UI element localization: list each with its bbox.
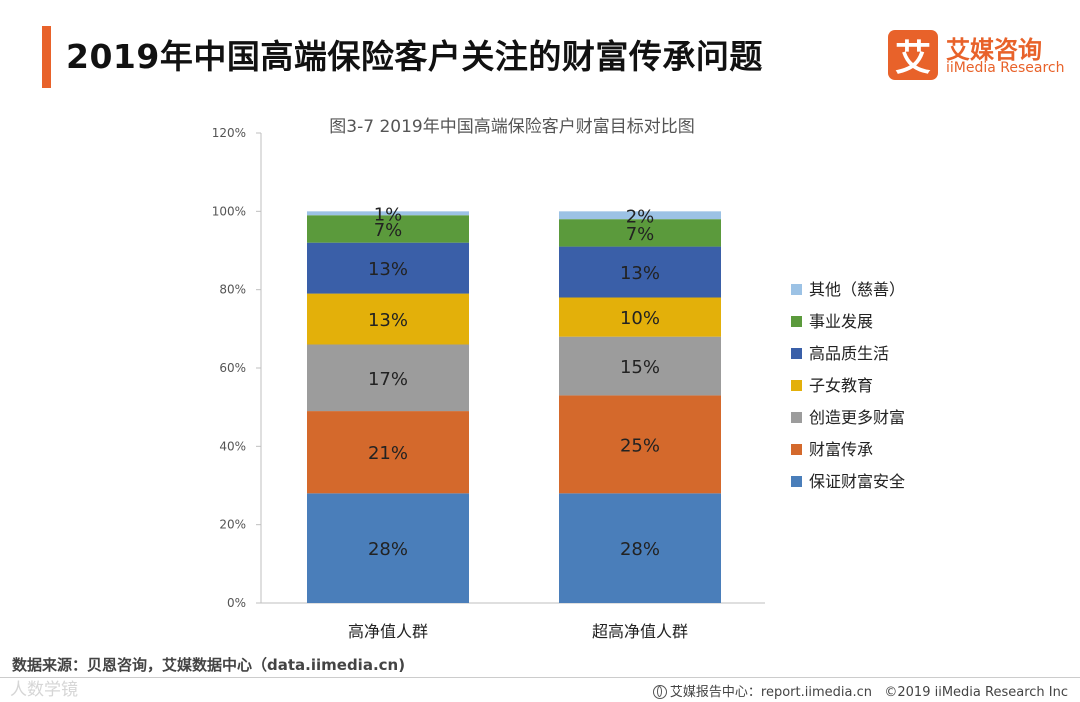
y-tick-label: 40% bbox=[219, 439, 246, 453]
data-label: 13% bbox=[368, 310, 408, 331]
legend-label: 其他（慈善） bbox=[809, 280, 905, 299]
data-label: 2% bbox=[626, 206, 655, 227]
y-tick-label: 60% bbox=[219, 361, 246, 375]
footer: 艾媒报告中心：report.iimedia.cn ©2019 iiMedia R… bbox=[653, 681, 1068, 700]
y-tick-label: 100% bbox=[212, 204, 246, 218]
data-label: 28% bbox=[368, 539, 408, 560]
data-label: 28% bbox=[620, 539, 660, 560]
data-label: 17% bbox=[368, 369, 408, 390]
y-tick-label: 20% bbox=[219, 518, 246, 532]
legend-swatch bbox=[791, 284, 802, 295]
watermark-text: 人数学镜 bbox=[10, 675, 78, 700]
chart-title: 图3-7 2019年中国高端保险客户财富目标对比图 bbox=[329, 117, 694, 137]
legend-swatch bbox=[791, 444, 802, 455]
x-category-label: 超高净值人群 bbox=[592, 622, 688, 641]
globe-icon bbox=[653, 685, 667, 699]
legend-label: 子女教育 bbox=[809, 376, 873, 395]
x-category-label: 高净值人群 bbox=[348, 622, 428, 641]
data-label: 10% bbox=[620, 308, 660, 329]
footer-report-link[interactable]: 艾媒报告中心：report.iimedia.cn bbox=[670, 685, 872, 700]
data-label: 13% bbox=[620, 263, 660, 284]
data-label: 13% bbox=[368, 259, 408, 280]
data-label: 21% bbox=[368, 443, 408, 464]
data-label: 1% bbox=[374, 204, 403, 225]
footer-copyright: ©2019 iiMedia Research Inc bbox=[884, 685, 1068, 700]
y-tick-label: 80% bbox=[219, 283, 246, 297]
legend-label: 事业发展 bbox=[809, 312, 873, 331]
y-tick-label: 0% bbox=[227, 596, 246, 610]
legend-swatch bbox=[791, 476, 802, 487]
legend-label: 保证财富安全 bbox=[809, 472, 905, 491]
legend-label: 高品质生活 bbox=[809, 344, 889, 363]
y-tick-label: 120% bbox=[212, 126, 246, 140]
chart-bars: 28%21%17%13%13%7%1%高净值人群28%25%15%10%13%7… bbox=[307, 204, 721, 641]
legend-label: 财富传承 bbox=[809, 440, 873, 459]
data-source-note: 数据来源：贝恩咨询，艾媒数据中心（data.iimedia.cn) bbox=[12, 654, 405, 675]
data-label: 15% bbox=[620, 357, 660, 378]
data-label: 25% bbox=[620, 435, 660, 456]
footer-divider bbox=[0, 677, 1080, 678]
legend-swatch bbox=[791, 380, 802, 391]
legend-swatch bbox=[791, 316, 802, 327]
legend-swatch bbox=[791, 412, 802, 423]
legend-swatch bbox=[791, 348, 802, 359]
legend-label: 创造更多财富 bbox=[809, 408, 905, 427]
